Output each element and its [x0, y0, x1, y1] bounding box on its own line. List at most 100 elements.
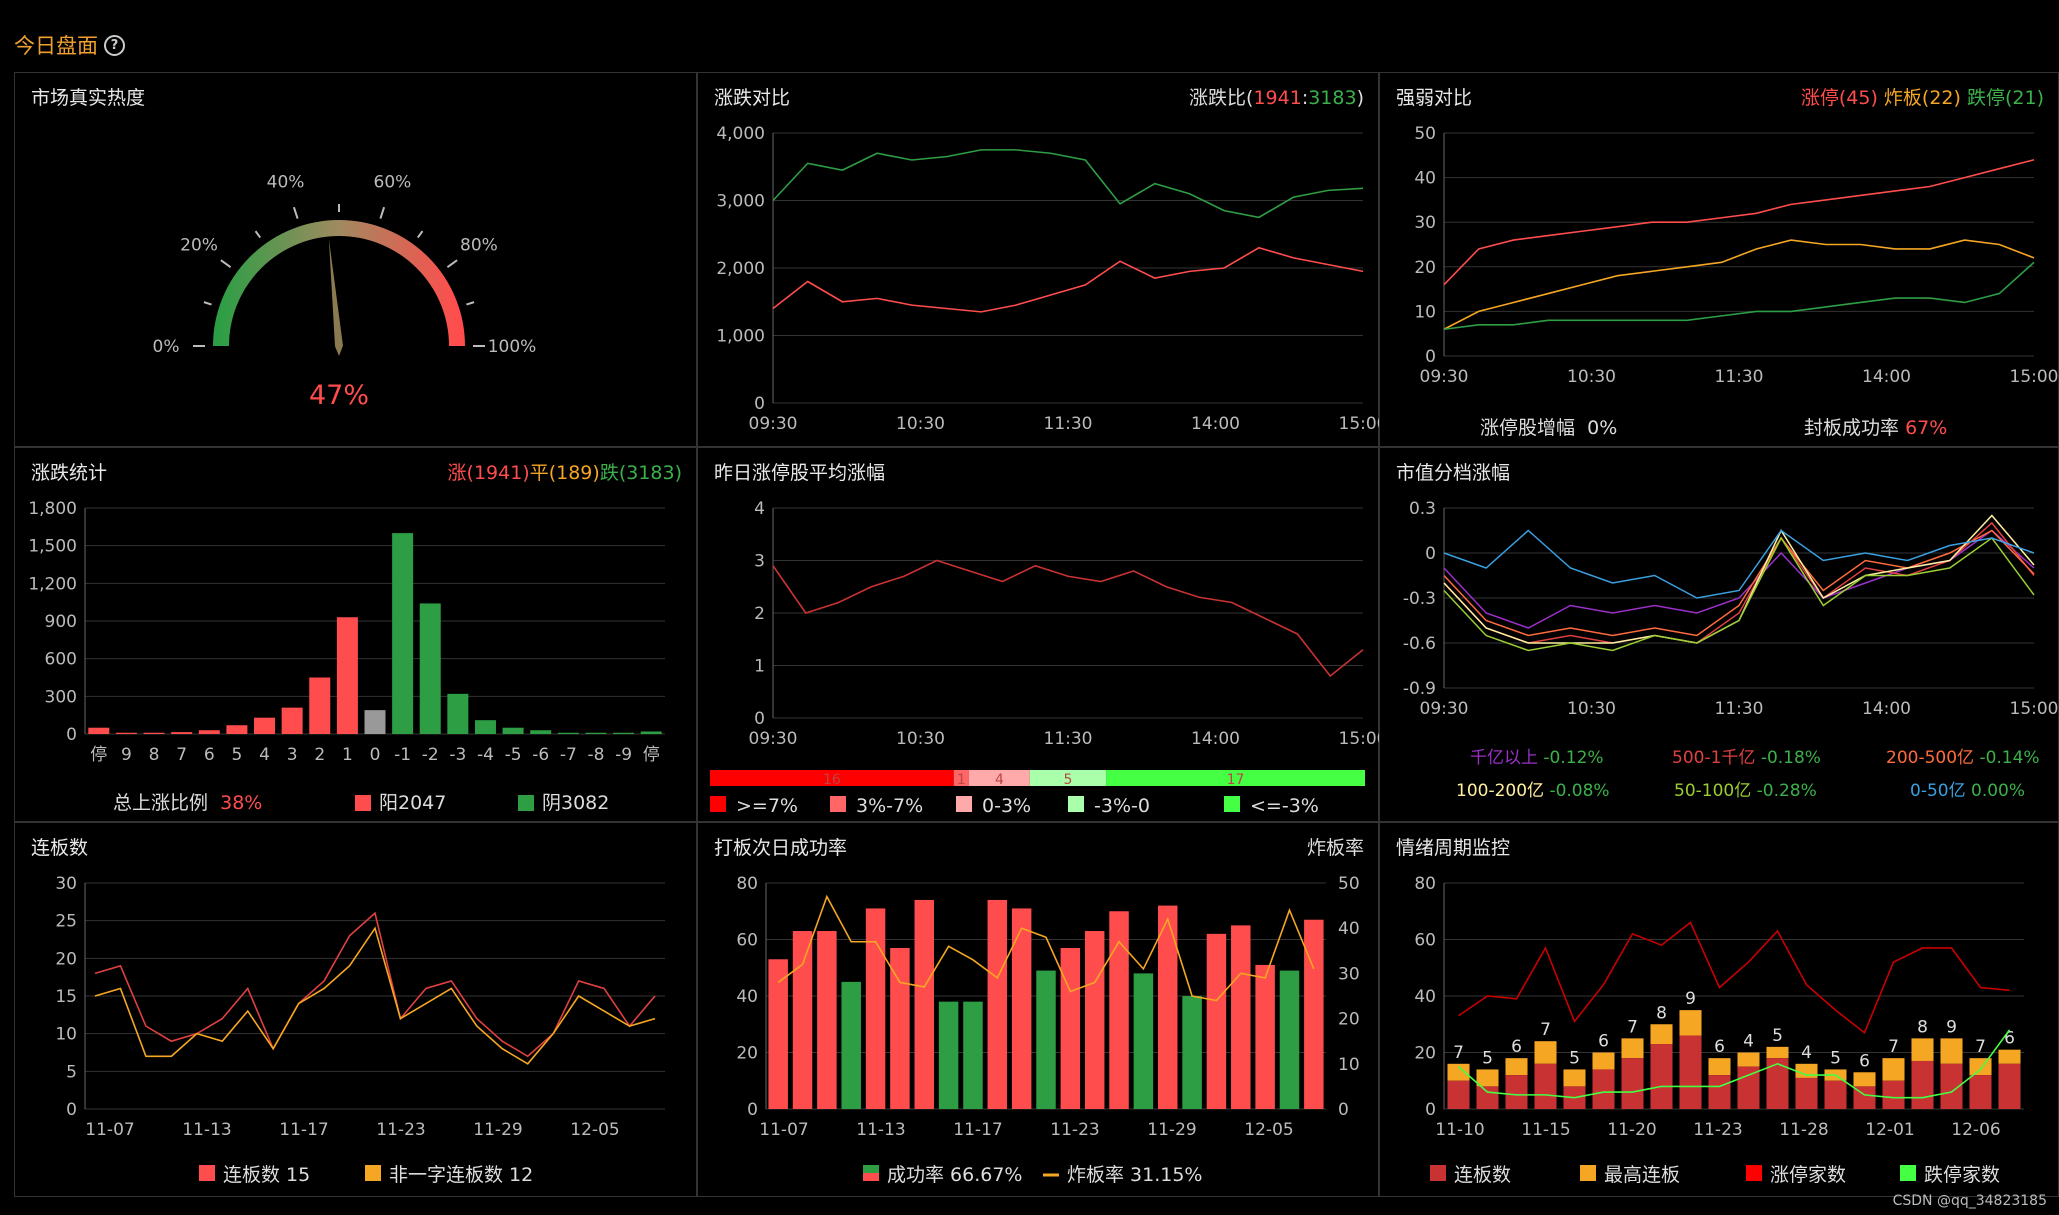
bar — [530, 730, 552, 734]
series-line-0 — [1443, 158, 2035, 286]
question-circle-icon[interactable]: ? — [104, 34, 125, 56]
legend-label: 炸板率 31.15% — [1067, 1164, 1203, 1186]
legend-swatch — [1430, 1165, 1446, 1181]
bar-max-board — [1505, 1058, 1528, 1076]
bar — [865, 908, 886, 1109]
x-tick-label: 11-23 — [1050, 1120, 1099, 1140]
y2-tick-label: 10 — [1338, 1055, 1360, 1075]
gauge-tick — [203, 301, 212, 306]
bar — [1206, 933, 1227, 1109]
bar-value-label: 5 — [1482, 1048, 1493, 1068]
yang-count: 阳2047 — [355, 788, 446, 815]
series-line-4 — [1443, 536, 2035, 652]
x-tick-label: 15:00 — [2010, 699, 2059, 719]
panel-title: 市值分档涨幅 — [1396, 462, 1511, 484]
bar-board-count — [1621, 1058, 1644, 1109]
dist-segment — [1029, 770, 1107, 786]
x-tick-label: -1 — [394, 745, 411, 765]
bar — [938, 1001, 959, 1109]
bar — [792, 931, 813, 1109]
bar — [364, 710, 386, 734]
panel-market-heat: 市场真实热度 0% 20% 40% 60% 80% 100% 47% — [14, 72, 697, 447]
x-tick-label: 11:30 — [1715, 367, 1764, 387]
legend-label: 连板数 — [1454, 1164, 1511, 1186]
y2-tick-label: 0 — [1338, 1100, 1349, 1120]
bar-board-count — [1534, 1063, 1557, 1109]
dist-count: 16 — [823, 772, 841, 788]
bar-value-label: 6 — [1859, 1051, 1870, 1071]
dist-segment — [953, 770, 969, 786]
dist-legend-label: -3%-0 — [1094, 795, 1150, 817]
y-tick-label: 1,800 — [28, 499, 77, 519]
series-line-1 — [94, 926, 656, 1065]
bar — [254, 717, 276, 734]
x-tick-label: 11-29 — [1147, 1120, 1196, 1140]
x-tick-label: 09:30 — [1420, 367, 1469, 387]
series-line-2 — [1443, 261, 2035, 331]
cap-tier-legend: 0-50亿 0.00% — [1910, 781, 2025, 801]
gauge-tick-label: 0% — [153, 337, 180, 357]
y-tick-label: 600 — [45, 650, 77, 670]
strength-legend: 涨停(45) 炸板(22) 跌停(21) — [1800, 87, 2044, 109]
bar — [1133, 973, 1154, 1109]
bar — [281, 707, 303, 734]
bar — [1036, 970, 1056, 1109]
bar-board-count — [1708, 1075, 1731, 1109]
panel-up-down-stats: 涨跌统计 涨(1941)平(189)跌(3183) 0 300 600 900 1,20… — [14, 447, 697, 822]
bar-board-count — [1476, 1086, 1499, 1109]
panel-market-cap-tiers: 市值分档涨幅 -0.9 -0.6 -0.3 0 0.3 09:30 10:30 11:30 14… — [1379, 447, 2059, 822]
x-tick-label: 11-20 — [1607, 1120, 1656, 1140]
bar-board-count — [1505, 1075, 1528, 1109]
x-tick-label: 11-29 — [473, 1120, 522, 1140]
bar-value-label: 7 — [1975, 1037, 1986, 1057]
x-tick-label: 11-23 — [1693, 1120, 1742, 1140]
bar-value-label: 4 — [1801, 1043, 1812, 1063]
y-tick-label: 0 — [1425, 1100, 1436, 1120]
x-tick-label: 停 — [90, 745, 107, 765]
gauge-tick — [220, 259, 232, 269]
bar-value-label: 8 — [1656, 1003, 1667, 1023]
y-tick-label: 15 — [55, 987, 77, 1007]
y-tick-label: 5 — [66, 1062, 77, 1082]
panel-up-down-compare: 涨跌对比 涨跌比(1941:3183) 0 1,000 2,000 3,000 4,00… — [697, 72, 1381, 447]
y-tick-label: 0 — [754, 709, 765, 729]
x-tick-label: 5 — [231, 745, 242, 765]
bar-max-board — [1853, 1072, 1876, 1087]
x-tick-label: 14:00 — [1191, 414, 1240, 434]
bar — [987, 899, 1008, 1109]
legend-swatch — [1746, 1165, 1762, 1181]
y2-tick-label: 20 — [1338, 1010, 1360, 1030]
bar — [640, 731, 662, 734]
dist-legend-swatch — [830, 796, 846, 812]
bar-max-board — [1476, 1069, 1499, 1087]
y-tick-label: 80 — [1414, 874, 1436, 894]
bar-max-board — [1708, 1058, 1731, 1076]
gauge-arc — [213, 220, 465, 347]
x-tick-label: -5 — [505, 745, 522, 765]
y-tick-label: 1,200 — [28, 574, 77, 594]
x-tick-label: 11-07 — [85, 1120, 134, 1140]
bar — [502, 727, 524, 734]
legend-label: 涨停家数 — [1770, 1164, 1846, 1186]
x-tick-label: 15:00 — [1339, 414, 1381, 434]
up-down-ratio: 涨跌比(1941:3183) — [1189, 87, 1364, 109]
legend-swatch — [365, 1165, 381, 1181]
x-tick-label: 4 — [259, 745, 270, 765]
y-tick-label: 50 — [1414, 124, 1436, 144]
gauge-tick-label: 20% — [180, 235, 218, 255]
bar-board-count — [1766, 1058, 1789, 1109]
x-tick-label: 11-10 — [1435, 1120, 1484, 1140]
x-tick-label: 11-13 — [182, 1120, 231, 1140]
x-tick-label: 0 — [370, 745, 381, 765]
bar-max-board — [1969, 1058, 1992, 1076]
panel-title: 情绪周期监控 — [1396, 837, 1511, 859]
bar-board-count — [1650, 1044, 1673, 1109]
panel-consecutive-boards: 连板数 0 5 10 15 20 25 30 11-07 11-13 11-17 11-23 11-2… — [14, 822, 697, 1197]
bar-max-board — [1940, 1038, 1963, 1064]
legend-swatch-bottom — [863, 1173, 879, 1181]
panel-title: 涨跌统计 — [31, 462, 108, 484]
watermark: CSDN @qq_34823185 — [1892, 1193, 2047, 1209]
gauge-tick-label: 80% — [460, 235, 498, 255]
dist-legend-label: 0-3% — [982, 795, 1031, 817]
